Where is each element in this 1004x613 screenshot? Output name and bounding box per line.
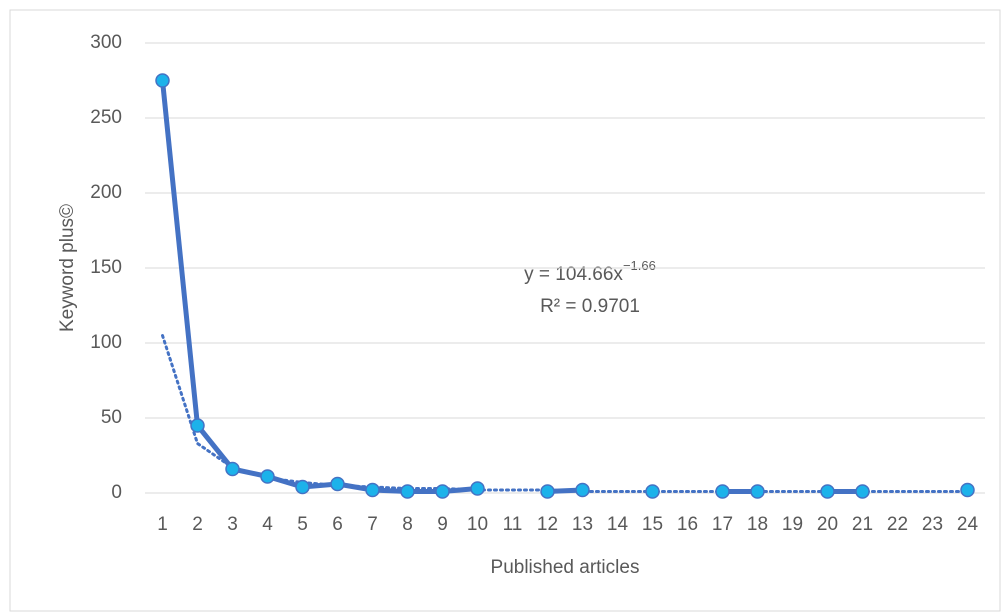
y-axis-label: Keyword plus© [57,204,78,332]
x-tick-label: 6 [332,514,343,535]
marker [855,484,870,499]
trend-equation: y = 104.66x−1.66 [524,258,656,285]
x-tick-label: 7 [367,514,378,535]
chart-frame [9,9,1001,612]
x-tick-label: 10 [467,514,488,535]
marker [190,418,205,433]
marker [295,479,310,495]
y-tick-label: 50 [101,407,122,428]
y-tick-label: 300 [90,32,122,53]
x-tick-label: 17 [712,514,733,535]
x-tick-label: 15 [642,514,663,535]
y-tick-label: 150 [90,257,122,278]
x-axis-label: Published articles [491,557,640,578]
marker [260,469,275,484]
x-tick-label: 19 [782,514,803,535]
marker [540,484,555,499]
x-tick-label: 13 [572,514,593,535]
marker [435,484,450,499]
x-tick-label: 9 [437,514,448,535]
exponent: −1.66 [623,258,656,273]
marker [365,482,380,498]
y-tick-label: 0 [111,482,122,503]
marker [750,484,765,499]
marker [575,482,590,498]
x-tick-label: 18 [747,514,768,535]
marker [330,476,345,492]
marker [400,484,415,499]
x-tick-label: 24 [957,514,979,535]
x-tick-label: 5 [297,514,308,535]
x-tick-label: 12 [537,514,558,535]
x-tick-label: 22 [887,514,908,535]
y-tick-label: 250 [90,107,122,128]
x-tick-label: 16 [677,514,698,535]
x-tick-label: 11 [503,514,523,535]
marker [155,73,170,88]
marker [715,484,730,499]
marker [645,484,660,499]
x-tick-label: 2 [192,514,203,535]
x-tick-label: 4 [262,514,273,535]
x-tick-label: 1 [157,514,168,535]
x-tick-label: 14 [607,514,629,535]
r-squared: R² = 0.9701 [540,296,640,317]
marker [470,481,485,496]
marker [960,482,975,498]
y-tick-label: 200 [90,182,122,203]
marker [225,461,240,477]
x-tick-label: 23 [922,514,943,535]
x-tick-label: 20 [817,514,838,535]
x-tick-label: 8 [402,514,413,535]
marker [820,484,835,499]
equation: y = 104.66x [524,264,623,285]
y-tick-label: 100 [90,332,122,353]
x-tick-label: 3 [227,514,238,535]
x-tick-label: 21 [852,514,873,535]
